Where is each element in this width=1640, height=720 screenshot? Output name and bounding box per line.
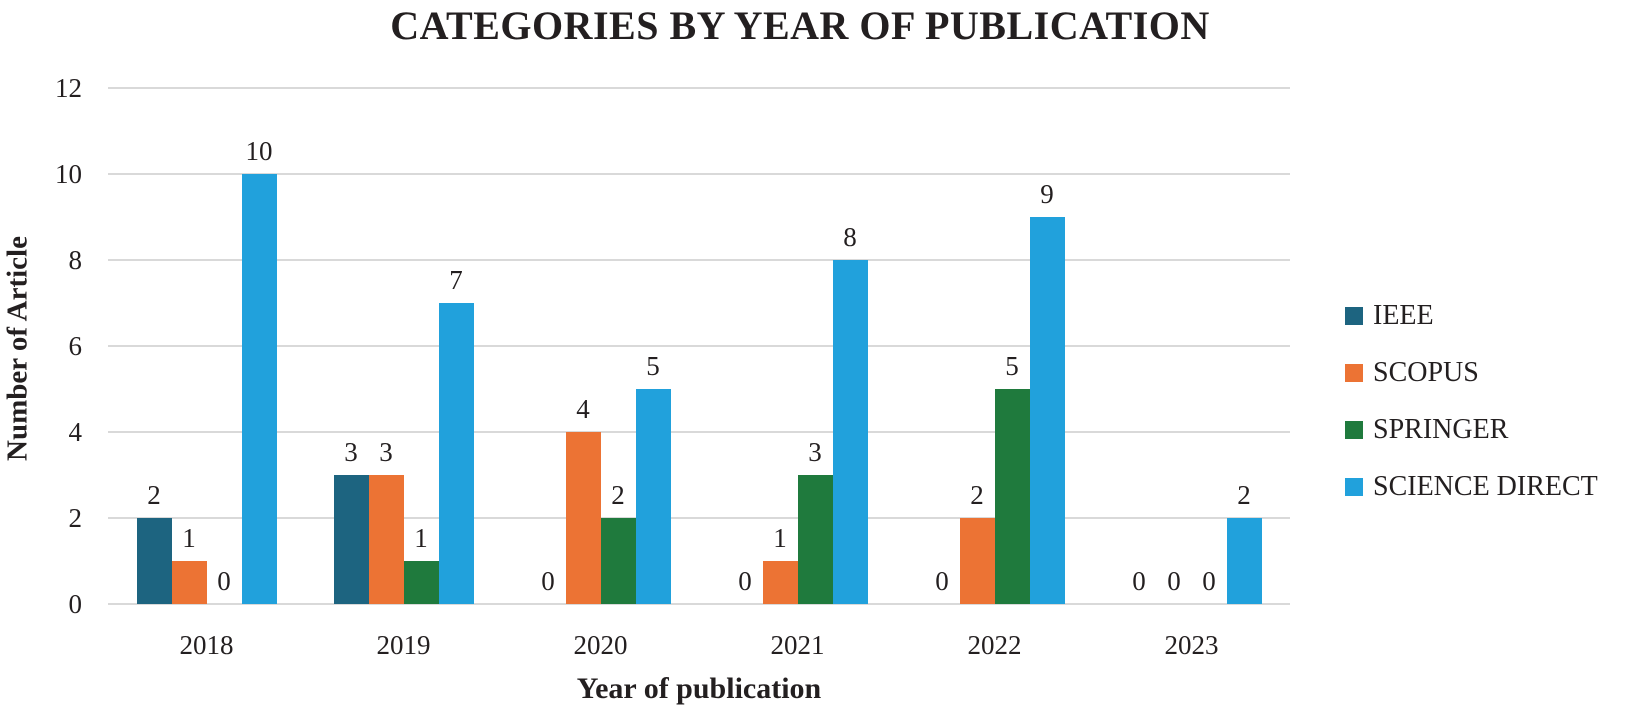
legend: IEEE SCOPUS SPRINGER SCIENCE DIRECT [1345, 300, 1598, 502]
bar-science-direct-2018 [241, 174, 277, 604]
data-label-scopus-2018: 1 [182, 523, 196, 553]
bar-science-direct-2022 [1029, 217, 1065, 604]
chart-title: CATEGORIES BY YEAR OF PUBLICATION [390, 3, 1210, 48]
legend-item-ieee: IEEE [1345, 300, 1598, 331]
data-label-springer-2023: 0 [1202, 566, 1216, 596]
legend-label-ieee: IEEE [1373, 300, 1434, 331]
bar-springer-2021 [797, 475, 833, 604]
legend-swatch-science-direct [1345, 477, 1363, 496]
legend-label-science-direct: SCIENCE DIRECT [1373, 471, 1598, 502]
bar-ieee-2019 [333, 475, 369, 604]
gridline-2 [108, 517, 1290, 519]
bar-science-direct-2019 [438, 303, 474, 604]
y-tick-label-0: 0 [68, 589, 83, 619]
gridline-8 [108, 259, 1290, 261]
data-label-springer-2021: 3 [808, 437, 822, 467]
legend-label-springer: SPRINGER [1373, 414, 1509, 445]
bar-scopus-2022 [959, 518, 995, 604]
data-label-springer-2022: 5 [1005, 351, 1019, 381]
bar-springer-2022 [994, 389, 1030, 604]
data-label-science-direct-2021: 8 [843, 222, 857, 252]
x-tick-label-2023: 2023 [1164, 630, 1219, 660]
gridline-4 [108, 431, 1290, 433]
gridline-12 [108, 87, 1290, 89]
data-label-science-direct-2023: 2 [1237, 480, 1251, 510]
data-label-ieee-2021: 0 [738, 566, 752, 596]
legend-item-springer: SPRINGER [1345, 414, 1598, 445]
data-label-scopus-2021: 1 [773, 523, 787, 553]
x-tick-label-2021: 2021 [770, 630, 825, 660]
x-tick-label-2018: 2018 [179, 630, 234, 660]
bar-springer-2019 [403, 561, 439, 604]
y-tick-label-12: 12 [55, 73, 82, 103]
bar-scopus-2018 [171, 561, 207, 604]
legend-swatch-springer [1345, 420, 1363, 439]
data-label-ieee-2020: 0 [541, 566, 555, 596]
y-tick-label-2: 2 [68, 503, 83, 533]
data-label-ieee-2019: 3 [344, 437, 358, 467]
legend-swatch-scopus [1345, 363, 1363, 382]
data-label-springer-2020: 2 [611, 480, 625, 510]
data-label-science-direct-2018: 10 [245, 136, 273, 166]
x-axis-title: Year of publication [576, 672, 822, 705]
legend-item-scopus: SCOPUS [1345, 357, 1598, 388]
y-tick-label-10: 10 [55, 159, 82, 189]
data-label-science-direct-2022: 9 [1040, 179, 1054, 209]
bar-springer-2020 [600, 518, 636, 604]
y-tick-label-8: 8 [68, 245, 83, 275]
data-label-scopus-2022: 2 [970, 480, 984, 510]
gridline-10 [108, 173, 1290, 175]
data-label-science-direct-2019: 7 [449, 265, 463, 295]
data-label-scopus-2023: 0 [1167, 566, 1181, 596]
bar-scopus-2019 [368, 475, 404, 604]
bar-scopus-2020 [565, 432, 601, 604]
y-tick-label-6: 6 [68, 331, 83, 361]
legend-label-scopus: SCOPUS [1373, 357, 1479, 388]
data-label-ieee-2018: 2 [147, 480, 161, 510]
gridline-6 [108, 345, 1290, 347]
bar-science-direct-2021 [832, 260, 868, 604]
y-tick-label-4: 4 [68, 417, 83, 447]
legend-swatch-ieee [1345, 306, 1363, 325]
x-tick-label-2020: 2020 [573, 630, 628, 660]
x-tick-label-2022: 2022 [967, 630, 1022, 660]
data-label-springer-2019: 1 [414, 523, 428, 553]
bar-scopus-2021 [762, 561, 798, 604]
data-label-scopus-2019: 3 [379, 437, 393, 467]
data-label-springer-2018: 0 [217, 566, 231, 596]
data-label-ieee-2022: 0 [935, 566, 949, 596]
legend-item-science-direct: SCIENCE DIRECT [1345, 471, 1598, 502]
bar-science-direct-2020 [635, 389, 671, 604]
data-label-scopus-2020: 4 [576, 394, 590, 424]
gridline-0 [108, 603, 1290, 605]
bar-science-direct-2023 [1226, 518, 1262, 604]
y-axis-title: Number of Article [1, 236, 34, 461]
data-label-science-direct-2020: 5 [646, 351, 660, 381]
bar-ieee-2018 [136, 518, 172, 604]
x-tick-label-2019: 2019 [376, 630, 431, 660]
data-label-ieee-2023: 0 [1132, 566, 1146, 596]
